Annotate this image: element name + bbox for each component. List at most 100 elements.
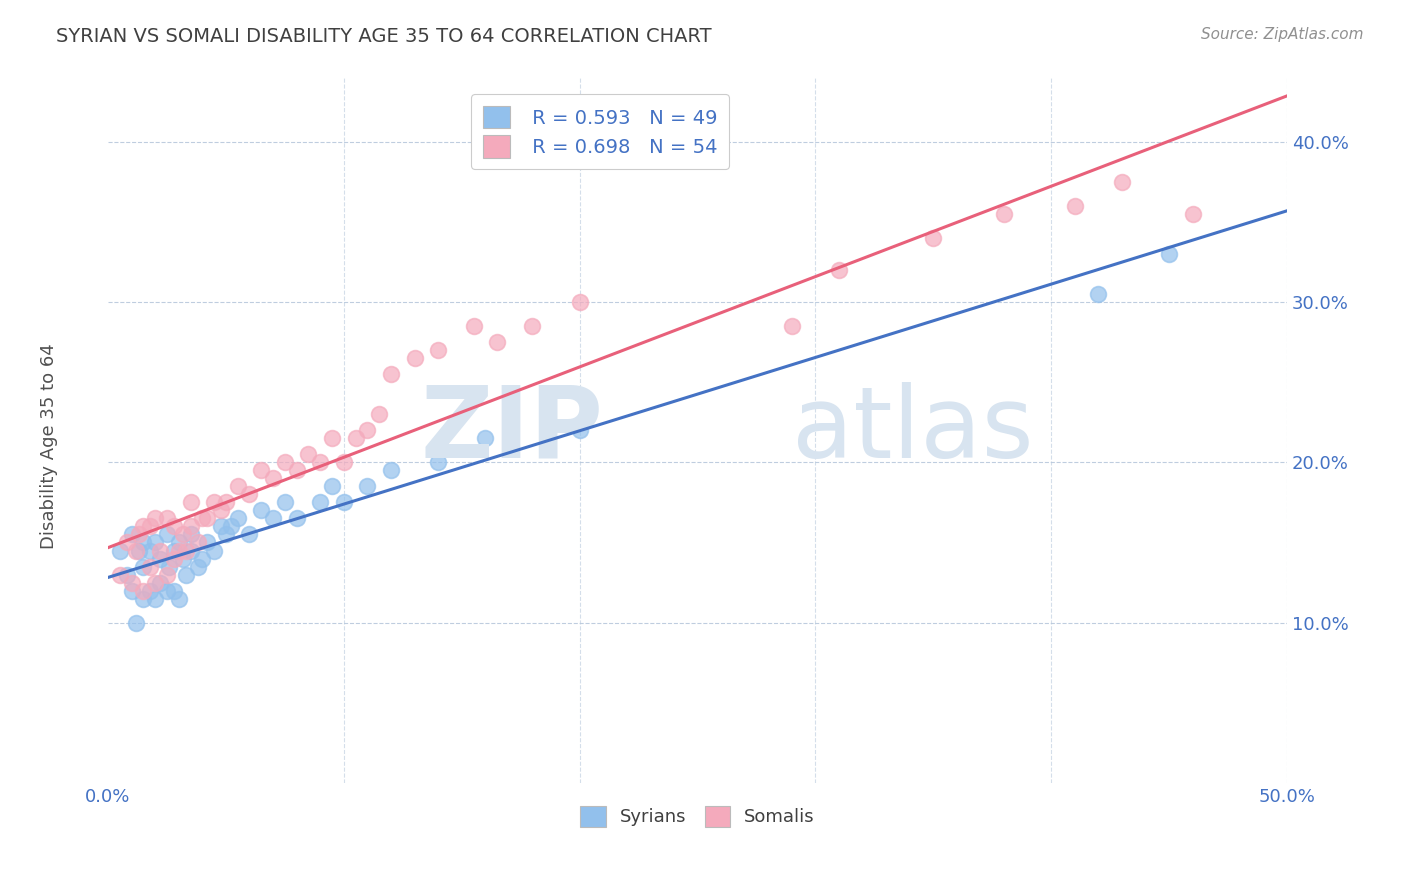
Point — [356, 479, 378, 493]
Point — [321, 479, 343, 493]
Text: atlas: atlas — [792, 382, 1033, 479]
Point — [380, 463, 402, 477]
Point — [238, 527, 260, 541]
Point — [172, 551, 194, 566]
Point — [149, 551, 172, 566]
Point — [828, 263, 851, 277]
Point — [226, 479, 249, 493]
Point — [167, 535, 190, 549]
Point — [309, 495, 332, 509]
Point — [125, 543, 148, 558]
Point — [149, 543, 172, 558]
Point — [149, 575, 172, 590]
Point — [167, 543, 190, 558]
Point — [209, 503, 232, 517]
Point — [333, 455, 356, 469]
Point — [202, 495, 225, 509]
Point — [121, 575, 143, 590]
Point — [174, 567, 197, 582]
Point — [380, 367, 402, 381]
Legend: Syrians, Somalis: Syrians, Somalis — [574, 798, 823, 834]
Point — [922, 231, 945, 245]
Point — [568, 295, 591, 310]
Point — [163, 543, 186, 558]
Point — [180, 527, 202, 541]
Point — [156, 511, 179, 525]
Point — [139, 559, 162, 574]
Point — [132, 519, 155, 533]
Point — [191, 511, 214, 525]
Point — [1181, 207, 1204, 221]
Text: ZIP: ZIP — [420, 382, 603, 479]
Point — [156, 583, 179, 598]
Point — [238, 487, 260, 501]
Point — [285, 463, 308, 477]
Point — [180, 519, 202, 533]
Point — [128, 527, 150, 541]
Point — [115, 535, 138, 549]
Point — [344, 431, 367, 445]
Point — [187, 559, 209, 574]
Point — [156, 527, 179, 541]
Point — [163, 583, 186, 598]
Point — [356, 423, 378, 437]
Point — [156, 567, 179, 582]
Point — [427, 455, 450, 469]
Point — [172, 527, 194, 541]
Point — [121, 527, 143, 541]
Point — [250, 463, 273, 477]
Point — [108, 567, 131, 582]
Point — [132, 583, 155, 598]
Point — [215, 527, 238, 541]
Point — [262, 511, 284, 525]
Point — [404, 351, 426, 365]
Point — [202, 543, 225, 558]
Text: Source: ZipAtlas.com: Source: ZipAtlas.com — [1201, 27, 1364, 42]
Point — [993, 207, 1015, 221]
Point — [1063, 199, 1085, 213]
Point — [219, 519, 242, 533]
Point — [285, 511, 308, 525]
Point — [180, 543, 202, 558]
Point — [163, 519, 186, 533]
Point — [1111, 175, 1133, 189]
Point — [368, 407, 391, 421]
Point — [262, 471, 284, 485]
Point — [463, 318, 485, 333]
Text: SYRIAN VS SOMALI DISABILITY AGE 35 TO 64 CORRELATION CHART: SYRIAN VS SOMALI DISABILITY AGE 35 TO 64… — [56, 27, 711, 45]
Point — [568, 423, 591, 437]
Point — [274, 455, 297, 469]
Point — [143, 535, 166, 549]
Point — [427, 343, 450, 357]
Point — [321, 431, 343, 445]
Point — [250, 503, 273, 517]
Point — [125, 615, 148, 630]
Point — [163, 551, 186, 566]
Point — [297, 447, 319, 461]
Point — [209, 519, 232, 533]
Point — [132, 535, 155, 549]
Point — [274, 495, 297, 509]
Point — [132, 591, 155, 606]
Point — [195, 535, 218, 549]
Point — [143, 575, 166, 590]
Point — [215, 495, 238, 509]
Point — [128, 543, 150, 558]
Point — [143, 511, 166, 525]
Point — [195, 511, 218, 525]
Point — [115, 567, 138, 582]
Point — [1087, 287, 1109, 301]
Point — [309, 455, 332, 469]
Point — [486, 334, 509, 349]
Point — [167, 591, 190, 606]
Point — [139, 519, 162, 533]
Point — [522, 318, 544, 333]
Point — [132, 559, 155, 574]
Point — [108, 543, 131, 558]
Point — [191, 551, 214, 566]
Text: Disability Age 35 to 64: Disability Age 35 to 64 — [41, 343, 58, 549]
Point — [780, 318, 803, 333]
Point — [157, 559, 180, 574]
Point — [474, 431, 496, 445]
Point — [1159, 247, 1181, 261]
